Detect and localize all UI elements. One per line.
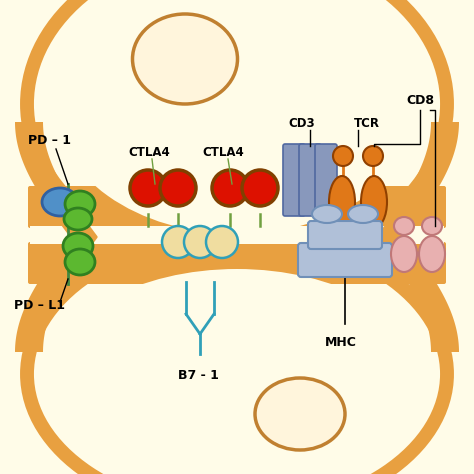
- Ellipse shape: [55, 0, 419, 234]
- Ellipse shape: [63, 233, 93, 259]
- Ellipse shape: [27, 0, 447, 264]
- FancyBboxPatch shape: [28, 186, 446, 228]
- Ellipse shape: [55, 269, 419, 474]
- Text: CTLA4: CTLA4: [128, 146, 170, 159]
- Ellipse shape: [394, 217, 414, 235]
- Circle shape: [162, 226, 194, 258]
- Circle shape: [184, 226, 216, 258]
- Text: PD – 1: PD – 1: [28, 134, 71, 147]
- Ellipse shape: [27, 234, 447, 474]
- Ellipse shape: [65, 191, 95, 217]
- Circle shape: [212, 170, 248, 206]
- FancyBboxPatch shape: [299, 144, 321, 216]
- FancyBboxPatch shape: [298, 243, 392, 277]
- Ellipse shape: [348, 205, 378, 223]
- FancyBboxPatch shape: [283, 144, 305, 216]
- Ellipse shape: [361, 176, 387, 228]
- Circle shape: [160, 170, 196, 206]
- Circle shape: [333, 146, 353, 166]
- Text: B7 - 1: B7 - 1: [178, 369, 219, 382]
- FancyBboxPatch shape: [308, 221, 382, 249]
- Ellipse shape: [419, 236, 445, 272]
- Ellipse shape: [422, 217, 442, 235]
- Circle shape: [242, 170, 278, 206]
- Text: TCR: TCR: [354, 117, 380, 130]
- Text: MHC: MHC: [325, 336, 357, 349]
- Text: CD8: CD8: [406, 94, 434, 107]
- Ellipse shape: [133, 14, 237, 104]
- Polygon shape: [15, 122, 98, 352]
- Polygon shape: [376, 122, 459, 352]
- Ellipse shape: [65, 249, 95, 275]
- FancyBboxPatch shape: [315, 144, 337, 216]
- Circle shape: [363, 146, 383, 166]
- Ellipse shape: [391, 236, 417, 272]
- Ellipse shape: [42, 188, 78, 216]
- Ellipse shape: [64, 208, 92, 230]
- Text: CTLA4: CTLA4: [202, 146, 244, 159]
- Circle shape: [206, 226, 238, 258]
- Text: CD3: CD3: [288, 117, 315, 130]
- Text: PD – L1: PD – L1: [14, 299, 65, 312]
- Ellipse shape: [329, 176, 355, 228]
- Bar: [30, 226, 444, 244]
- FancyBboxPatch shape: [28, 242, 446, 284]
- Ellipse shape: [255, 378, 345, 450]
- Ellipse shape: [312, 205, 342, 223]
- Circle shape: [130, 170, 166, 206]
